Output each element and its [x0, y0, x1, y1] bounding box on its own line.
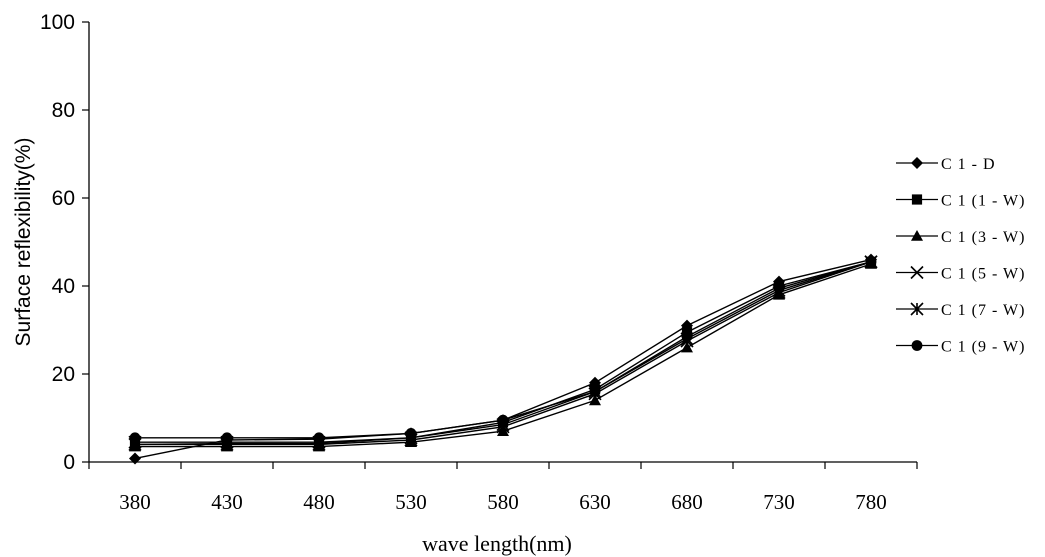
legend-item: C 1 (5 - W) — [896, 265, 1025, 283]
x-tick-label: 480 — [303, 490, 335, 514]
x-tick-label: 780 — [855, 490, 887, 514]
data-point — [129, 452, 141, 465]
data-point — [313, 432, 325, 444]
legend-label: C 1 (1 - W) — [941, 193, 1025, 210]
legend-label: C 1 (3 - W) — [941, 229, 1025, 246]
legend-marker — [910, 265, 924, 280]
data-point — [497, 414, 509, 426]
x-tick-label: 430 — [211, 490, 243, 514]
y-tick-label: 60 — [52, 187, 75, 210]
x-tick-label: 530 — [395, 490, 427, 514]
series-line — [135, 261, 872, 439]
legend-label: C 1 (9 - W) — [941, 339, 1025, 356]
legend-label: C 1 (5 - W) — [941, 266, 1025, 283]
data-point — [405, 428, 417, 439]
legend-marker — [910, 302, 924, 316]
data-point — [221, 432, 233, 444]
legend-item: C 1 (7 - W) — [896, 302, 1025, 319]
y-ticks: 0 20 40 60 80 100 — [40, 11, 89, 474]
series-6 — [129, 256, 877, 444]
y-tick-label: 0 — [63, 451, 75, 474]
legend-label: C 1 - D — [941, 156, 996, 173]
legend-item: C 1 (9 - W) — [896, 339, 1025, 356]
legend-marker — [911, 194, 923, 205]
x-ticks: 380 430 480 530 580 630 680 730 780 — [88, 462, 918, 514]
legend-marker — [911, 157, 923, 169]
legend-item: C 1 (1 - W) — [896, 193, 1025, 210]
legend: C 1 - D C 1 (1 - W) C 1 (3 - W) C 1 (5 - W)… — [896, 156, 1025, 356]
y-tick-label: 20 — [52, 363, 75, 386]
data-point — [865, 256, 877, 268]
series-layer — [128, 253, 878, 465]
x-tick-label: 680 — [671, 490, 703, 514]
x-tick-label: 630 — [579, 490, 611, 514]
x-tick-label: 380 — [119, 490, 151, 514]
data-point — [589, 386, 601, 397]
y-tick-label: 40 — [52, 275, 75, 298]
legend-label: C 1 (7 - W) — [941, 302, 1025, 319]
data-point — [773, 282, 785, 294]
x-tick-label: 730 — [763, 490, 795, 514]
legend-item: C 1 - D — [896, 156, 996, 173]
y-tick-label: 100 — [40, 11, 75, 34]
x-tick-label: 580 — [487, 490, 519, 514]
axes — [88, 22, 917, 463]
legend-item: C 1 (3 - W) — [896, 229, 1025, 246]
y-tick-label: 80 — [52, 99, 75, 122]
y-axis-title: Surface reflexibility(%) — [12, 138, 35, 347]
data-point — [129, 432, 141, 444]
legend-marker — [911, 230, 923, 241]
x-axis-title: wave length(nm) — [422, 531, 572, 556]
legend-marker — [911, 340, 923, 351]
data-point — [681, 331, 693, 342]
